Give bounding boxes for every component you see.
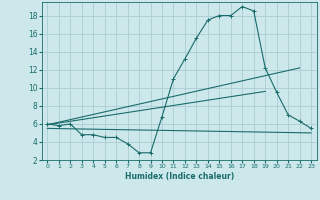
X-axis label: Humidex (Indice chaleur): Humidex (Indice chaleur) [124,172,234,181]
